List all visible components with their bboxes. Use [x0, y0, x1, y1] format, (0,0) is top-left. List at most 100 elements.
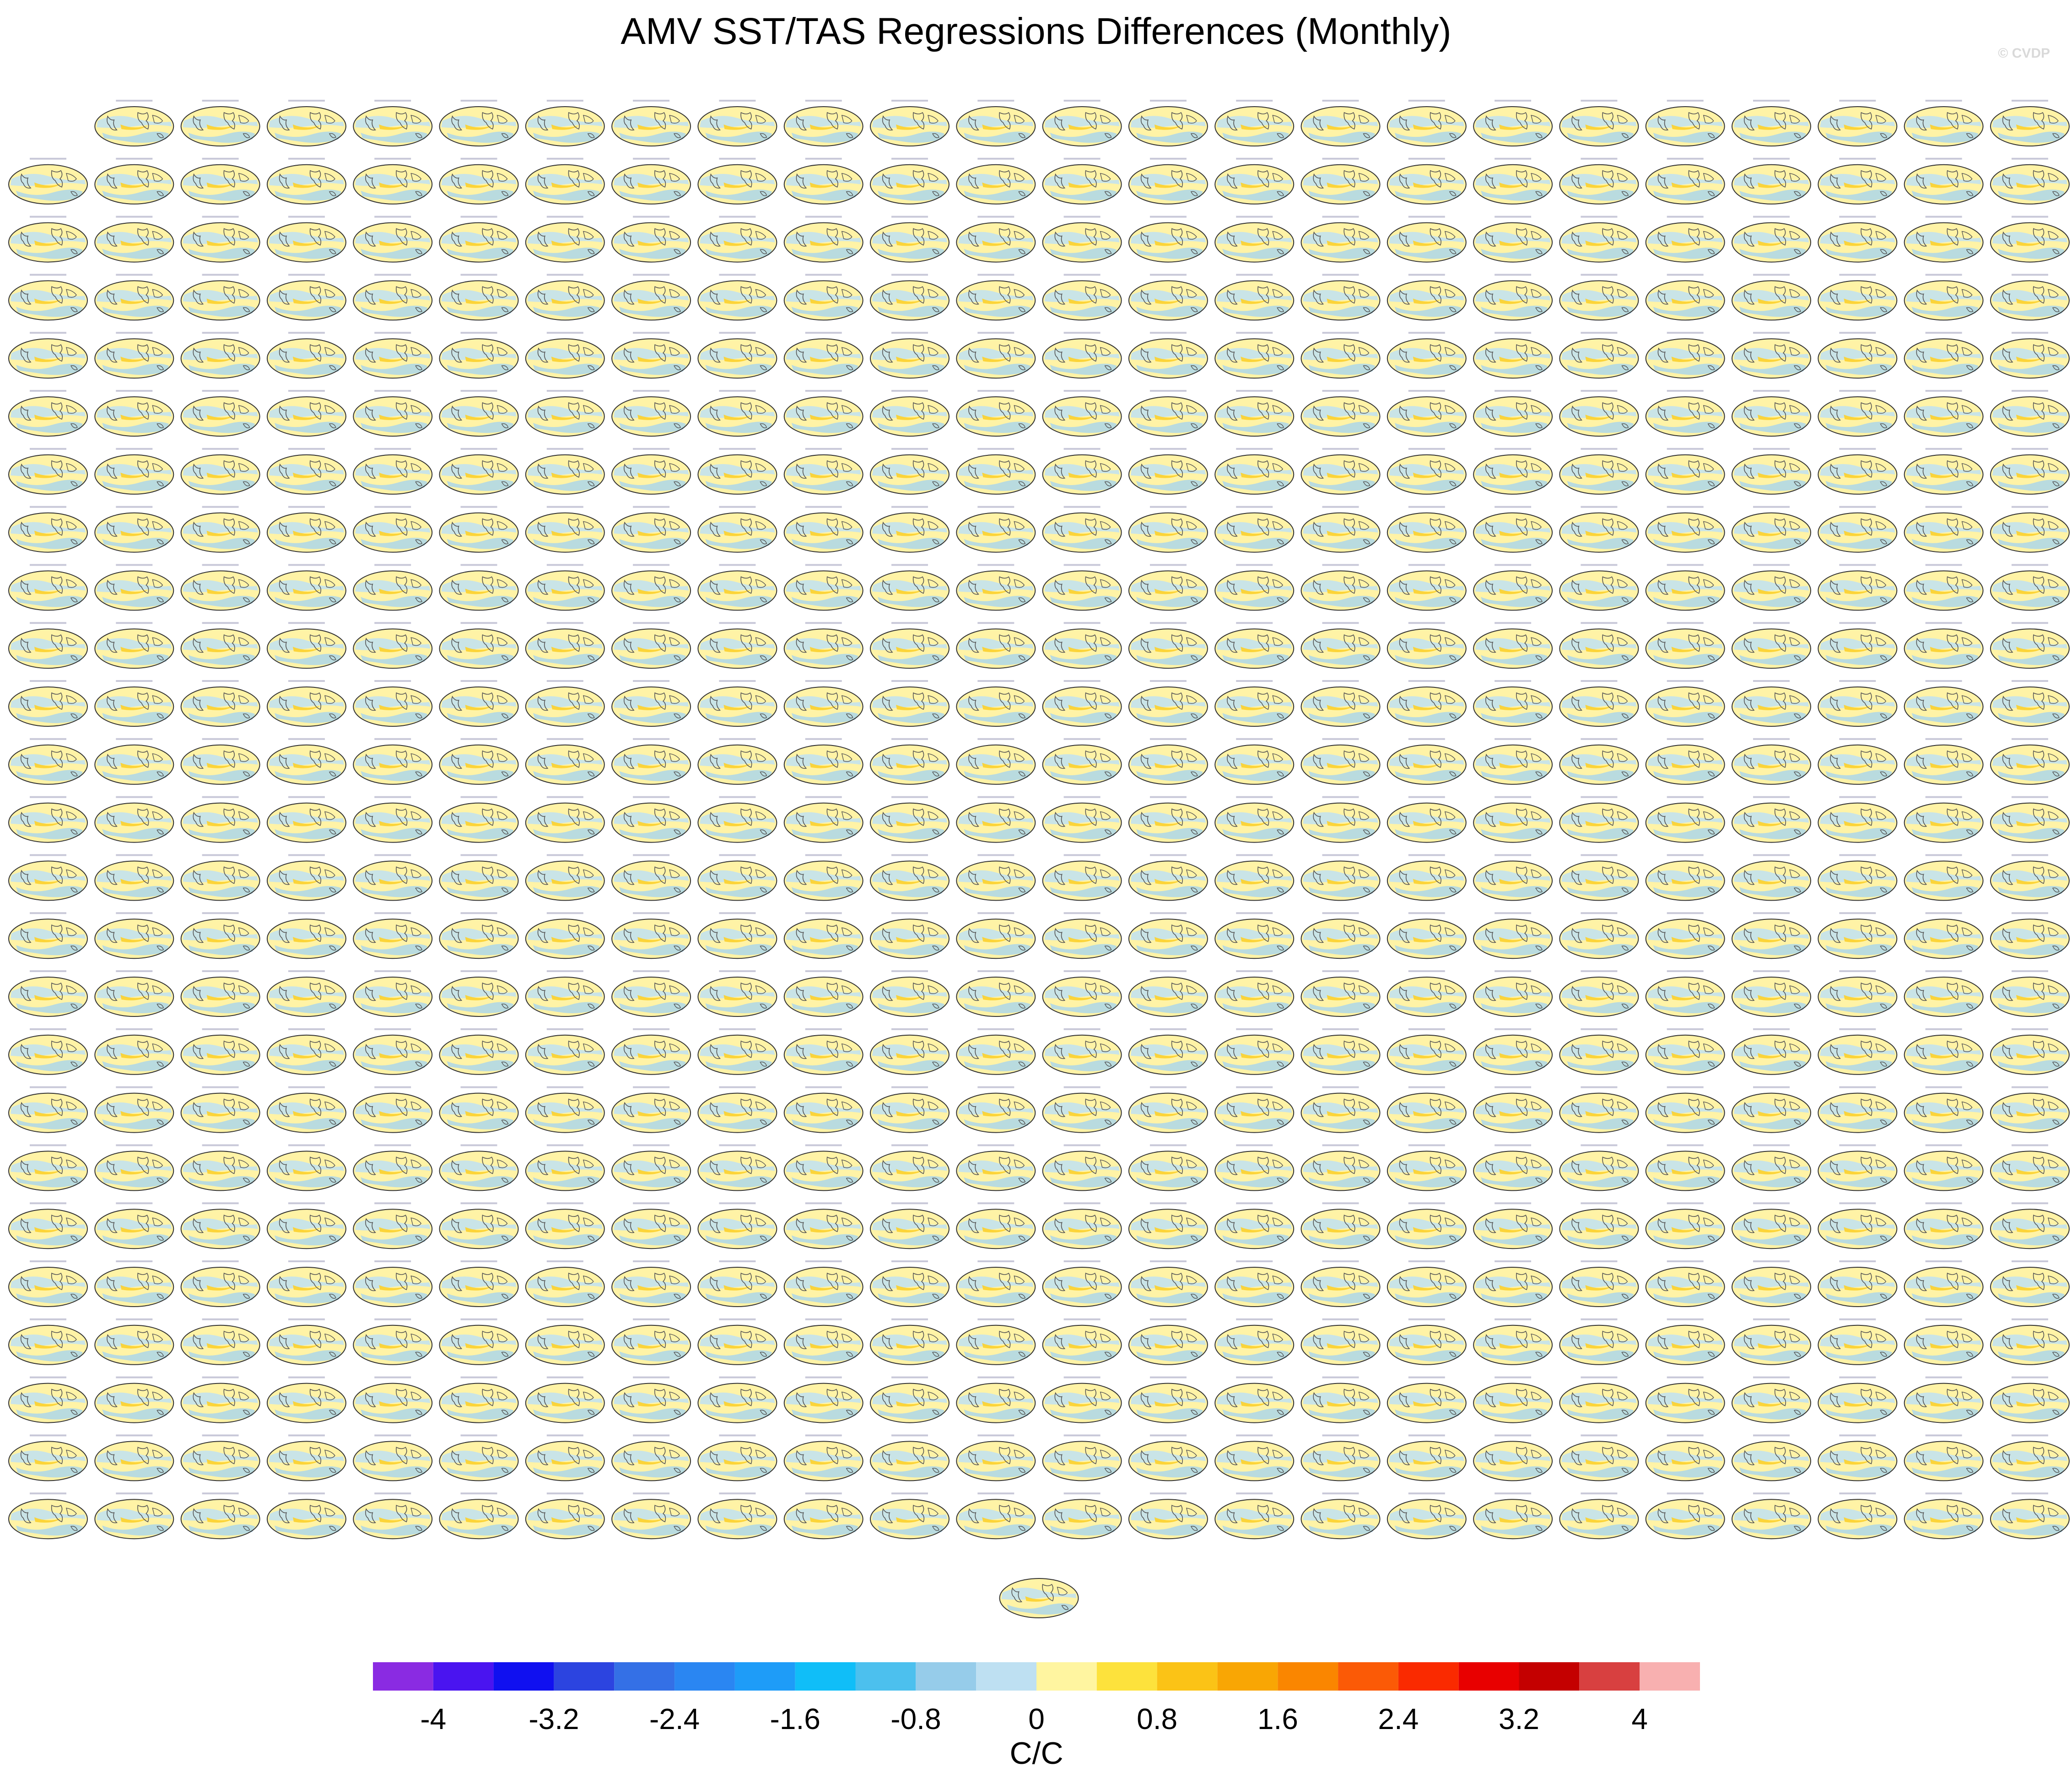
map-panel-coastlines — [266, 1092, 346, 1133]
map-panel-caption — [30, 564, 66, 566]
map-panel-caption — [805, 1202, 842, 1205]
map-panel — [439, 1376, 519, 1423]
map-panel-caption — [805, 1086, 842, 1088]
map-panel-caption — [1753, 1202, 1790, 1205]
map-panel — [266, 1318, 346, 1365]
map-panel-coastlines — [1387, 802, 1467, 843]
map-panel-caption — [374, 332, 411, 334]
map-panel-caption — [633, 912, 670, 914]
map-panel-coastlines — [1042, 1209, 1122, 1249]
colorbar-unit-label: C/C — [1009, 1736, 1063, 1771]
map-panel-caption — [1667, 854, 1704, 856]
map-panel — [1818, 100, 1898, 146]
map-panel-caption — [116, 680, 153, 682]
map-panel-caption — [1236, 1434, 1273, 1437]
map-panel-caption — [1149, 157, 1187, 160]
map-panel — [1645, 274, 1725, 321]
map-panel-coastlines — [94, 628, 174, 669]
map-panel-caption — [1149, 448, 1187, 450]
map-panel-caption — [1753, 1376, 1790, 1378]
map-panel — [1300, 332, 1381, 379]
map-panel — [353, 1492, 433, 1540]
map-panel-caption — [719, 1202, 756, 1205]
map-panel — [1559, 1434, 1639, 1481]
map-panel — [783, 854, 863, 901]
map-panel-caption — [1753, 1260, 1790, 1262]
map-panel-coastlines — [697, 628, 777, 669]
map-panel-caption — [719, 1492, 756, 1495]
map-panel-caption — [1149, 1434, 1187, 1437]
map-panel — [439, 1086, 519, 1133]
map-panel-coastlines — [1042, 396, 1122, 437]
map-panel-caption — [1925, 1202, 1962, 1205]
map-panel-coastlines — [1732, 1383, 1811, 1423]
map-panel — [180, 564, 260, 611]
map-panel-caption — [2011, 216, 2048, 218]
map-panel — [956, 390, 1036, 437]
map-panel-caption — [546, 854, 583, 856]
map-panel-coastlines — [783, 1499, 863, 1540]
map-panel-caption — [1925, 1376, 1962, 1378]
map-panel-caption — [202, 1376, 239, 1378]
map-panel — [1990, 680, 2070, 727]
map-panel-coastlines — [697, 454, 777, 495]
map-panel-coastlines — [1645, 512, 1725, 553]
map-panel — [1042, 1434, 1122, 1481]
map-panel-coastlines — [8, 280, 88, 321]
map-panel-coastlines — [8, 1324, 88, 1365]
map-panel-caption — [1408, 332, 1445, 334]
map-panel-coastlines — [439, 1209, 519, 1249]
map-panel-coastlines — [525, 222, 605, 263]
map-panel-coastlines — [1300, 570, 1381, 611]
map-panel — [1818, 622, 1898, 669]
map-panel-caption — [1925, 1260, 1962, 1262]
map-panel — [611, 216, 691, 263]
map-panel-coastlines — [697, 280, 777, 321]
map-panel-coastlines — [1387, 338, 1467, 379]
map-panel-coastlines — [1387, 1151, 1467, 1191]
map-panel-coastlines — [1732, 1034, 1811, 1075]
map-panel-caption — [1063, 912, 1101, 914]
map-panel — [1645, 448, 1725, 495]
map-panel-caption — [1839, 912, 1876, 914]
map-panel-coastlines — [1904, 744, 1984, 785]
map-panel — [353, 1086, 433, 1133]
map-panel — [94, 680, 174, 727]
map-panel-caption — [1667, 1144, 1704, 1146]
map-panel — [1128, 1376, 1208, 1423]
map-panel-coastlines — [1128, 1441, 1208, 1481]
map-panel-caption — [546, 100, 583, 102]
map-panel — [1732, 157, 1811, 205]
map-panel-coastlines — [8, 454, 88, 495]
map-panel-caption — [977, 622, 1014, 624]
map-panel-coastlines — [956, 1324, 1036, 1365]
map-panel-caption — [1408, 622, 1445, 624]
map-panel-caption — [1581, 1434, 1618, 1437]
map-panel — [783, 1434, 863, 1481]
map-panel-coastlines — [1818, 222, 1898, 263]
map-panel-caption — [1063, 564, 1101, 566]
map-panel-caption — [1063, 1144, 1101, 1146]
map-panel — [180, 216, 260, 263]
map-panel-coastlines — [870, 744, 950, 785]
map-panel — [94, 216, 174, 263]
map-panel — [525, 970, 605, 1017]
map-panel — [870, 1318, 950, 1365]
map-panel — [1214, 1434, 1295, 1481]
map-panel-coastlines — [1473, 1383, 1553, 1423]
map-panel-caption — [977, 100, 1014, 102]
map-panel — [1042, 506, 1122, 553]
map-panel-caption — [805, 1492, 842, 1495]
map-panel-coastlines — [525, 744, 605, 785]
map-panel-coastlines — [353, 860, 433, 901]
map-panel-caption — [1667, 1028, 1704, 1030]
map-panel — [266, 1260, 346, 1307]
map-panel — [1042, 1260, 1122, 1307]
map-panel-caption — [1495, 1202, 1532, 1205]
map-panel-caption — [719, 854, 756, 856]
map-panel — [266, 216, 346, 263]
map-panel-coastlines — [783, 1324, 863, 1365]
map-panel — [956, 1434, 1036, 1481]
map-panel — [353, 1260, 433, 1307]
map-panel — [266, 970, 346, 1017]
